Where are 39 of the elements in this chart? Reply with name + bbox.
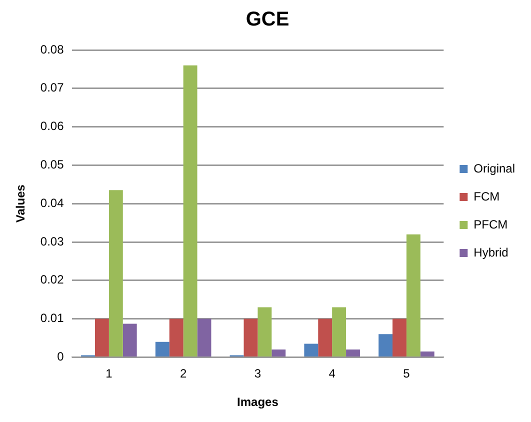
- x-tick-label: 3: [254, 366, 262, 381]
- chart-title: GCE: [246, 8, 290, 31]
- bar: [378, 334, 393, 356]
- bar: [392, 318, 406, 356]
- bar: [169, 318, 184, 356]
- bar: [197, 318, 212, 356]
- y-tick-label: 0.04: [40, 196, 64, 210]
- bar: [155, 342, 170, 356]
- y-tick-label: 0.08: [40, 42, 64, 56]
- legend-label: PFCM: [474, 217, 508, 232]
- bar: [346, 350, 360, 356]
- bar: [122, 324, 137, 356]
- bar: [272, 350, 286, 356]
- y-tick-label: 0.01: [40, 311, 64, 326]
- bar: [108, 190, 123, 356]
- y-tick-label: 0: [57, 350, 64, 364]
- bar: [304, 344, 318, 356]
- bar: [95, 318, 109, 356]
- bar: [183, 65, 198, 356]
- y-tick-label: 0.07: [40, 80, 64, 95]
- legend-label: Original: [474, 161, 516, 176]
- y-tick-label: 0.02: [40, 272, 64, 287]
- x-tick-label: 2: [180, 366, 187, 381]
- bar: [420, 351, 434, 356]
- bar: [406, 234, 420, 356]
- legend-label: Hybrid: [474, 245, 508, 260]
- y-tick-label: 0.03: [40, 234, 64, 248]
- x-tick-label: 1: [106, 366, 113, 381]
- x-axis-title: Images: [237, 395, 279, 410]
- y-tick-label: 0.05: [40, 158, 64, 172]
- bar: [332, 307, 346, 356]
- y-axis-title: Values: [14, 184, 28, 223]
- x-tick-label: 5: [403, 366, 410, 381]
- bar: [318, 318, 332, 356]
- bar: [244, 318, 258, 356]
- bar: [258, 307, 272, 356]
- x-tick-label: 4: [328, 366, 336, 381]
- y-tick-label: 0.06: [40, 119, 64, 134]
- legend-label: FCM: [474, 189, 500, 204]
